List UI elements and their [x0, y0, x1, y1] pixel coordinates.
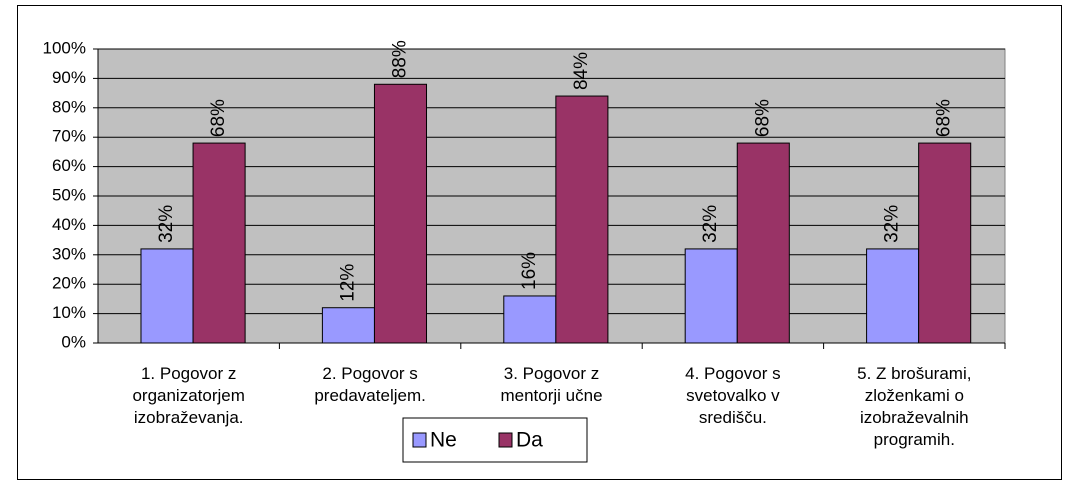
- data-label: 68%: [934, 99, 955, 137]
- y-tick-label: 60%: [52, 156, 86, 175]
- y-tick-label: 90%: [52, 68, 86, 87]
- y-tick-label: 10%: [52, 303, 86, 322]
- data-label: 68%: [752, 99, 773, 137]
- x-tick-label: 3. Pogovor z mentorji učne: [500, 364, 603, 405]
- y-tick-label: 80%: [52, 97, 86, 116]
- y-tick-label: 50%: [52, 185, 86, 204]
- data-label: 32%: [156, 205, 177, 243]
- bar: [866, 248, 920, 344]
- y-tick-label: 0%: [61, 332, 86, 351]
- bar: [555, 95, 609, 344]
- data-label: 88%: [390, 40, 411, 78]
- x-tick-label: 2. Pogovor s predavateljem.: [314, 364, 426, 405]
- bar: [140, 248, 194, 344]
- legend-box: [402, 417, 588, 463]
- data-label: 12%: [337, 264, 358, 302]
- bar: [918, 142, 972, 344]
- data-label: 32%: [700, 205, 721, 243]
- y-tick-label: 70%: [52, 127, 86, 146]
- y-tick-label: 30%: [52, 244, 86, 263]
- bar: [373, 83, 428, 344]
- x-tick-label: 1. Pogovor z organizatorjem izobraževanj…: [132, 364, 245, 427]
- data-label: 68%: [208, 99, 229, 137]
- bar: [736, 142, 790, 344]
- data-label: 32%: [882, 205, 903, 243]
- bar: [503, 295, 557, 344]
- data-label: 84%: [571, 52, 592, 90]
- bar: [321, 307, 375, 344]
- x-tick-label: 4. Pogovor s svetovalko v središču.: [685, 364, 781, 427]
- y-tick-label: 20%: [52, 274, 86, 293]
- bar: [192, 142, 246, 344]
- legend-swatch: [498, 432, 513, 448]
- legend-swatch: [412, 432, 427, 448]
- data-label: 16%: [519, 252, 540, 290]
- x-tick-label: 5. Z brošurami, zloženkami o izobraževal…: [857, 364, 972, 449]
- legend-label: Ne: [430, 429, 457, 452]
- y-tick-label: 40%: [52, 215, 86, 234]
- bar: [684, 248, 738, 344]
- y-tick-label: 100%: [43, 38, 86, 57]
- legend-label: Da: [516, 429, 543, 452]
